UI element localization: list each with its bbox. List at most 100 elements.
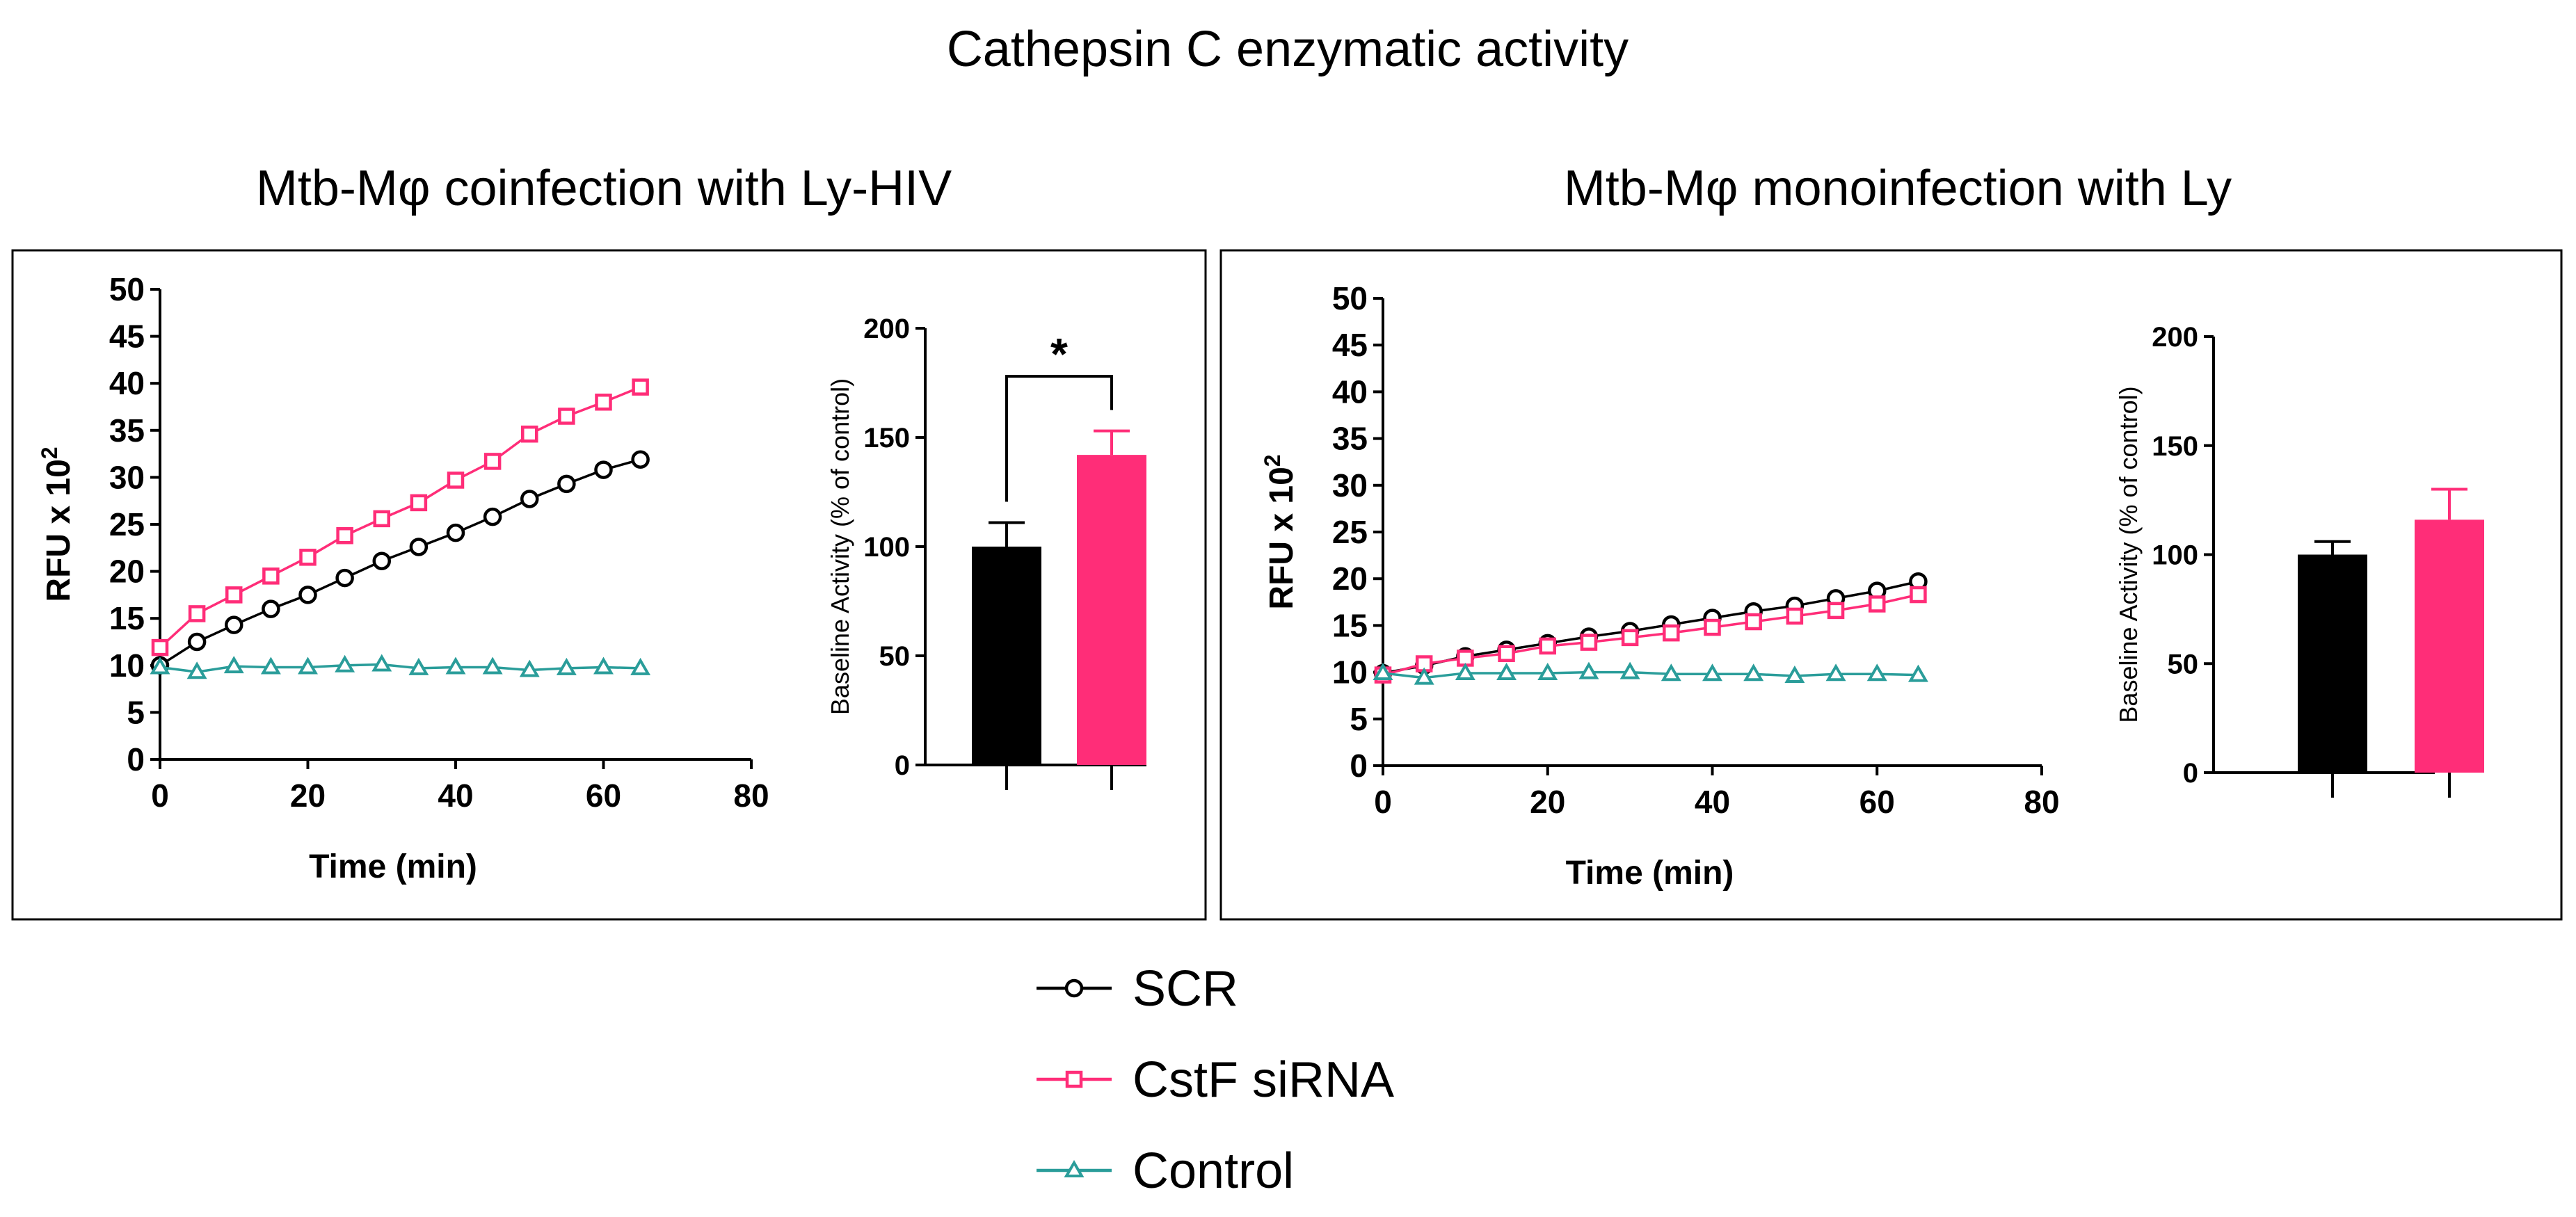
mono-line-data-point [1414, 667, 1434, 685]
coinf-line-data-point [483, 453, 502, 470]
legend-item-scr: SCR [1037, 961, 1238, 1017]
bar-chart-coinfection: 0 50 100 150 200 Baseline Activity (% of cont… [826, 314, 1146, 790]
coinf-line-data-point [225, 586, 243, 604]
coinf-line-series-line [159, 385, 641, 649]
mono-line-data-point [1373, 662, 1393, 680]
mono-line-data-point [1745, 613, 1762, 631]
coinf-line-data-point [262, 567, 280, 585]
mono-line-data-point [1702, 663, 1722, 682]
panel-1-frame [11, 249, 1207, 921]
coinf-line-y-tick-label: 45 [109, 319, 145, 355]
coinf-line-data-point [298, 586, 317, 604]
mono-bar-y-tick-label: 200 [2152, 322, 2198, 353]
legend-label: Control [1133, 1143, 1294, 1199]
coinf-line-y-tick-label: 30 [109, 459, 145, 495]
coinf-line-data-point [521, 425, 538, 443]
coinf-line-y-tick-label: 0 [127, 741, 145, 777]
mono-line-y-tick-label: 30 [1332, 467, 1368, 503]
coinf-line-data-point [594, 460, 613, 479]
mono-line-data-point [1580, 634, 1598, 651]
mono-line-x-axis-title: Time (min) [1566, 855, 1734, 892]
coinf-line-data-point [447, 472, 465, 489]
coinf-line-x-tick-label: 80 [733, 777, 769, 814]
coinf-line-data-point [446, 523, 465, 542]
coinf-line-data-point [410, 494, 428, 512]
figure-legend: SCR CstF siRNA Control [1037, 961, 1394, 1199]
coinf-line-y-tick-label: 40 [109, 365, 145, 401]
mono-line-y-tick-label: 25 [1332, 514, 1368, 550]
coinf-bar-y-tick-label: 50 [879, 641, 911, 672]
line-chart-coinfection: 0 5 10 15 20 25 30 35 40 45 50 0 20 40 60 80 Time (min) R… [37, 271, 769, 885]
mono-line-data-point [1704, 618, 1721, 636]
mono-line-data-point [1619, 661, 1640, 679]
coinf-line-data-point [225, 615, 243, 634]
coinf-line-data-point [519, 659, 540, 677]
coinf-bar-significance-bracket [1005, 375, 1113, 502]
coinf-line-data-point [557, 474, 576, 494]
coinf-bar-y-tick-label: 0 [895, 750, 910, 781]
figure-title: Cathepsin C enzymatic activity [947, 22, 1629, 77]
mono-line-data-point [1784, 665, 1805, 683]
mono-line-x-tick-label: 80 [2024, 784, 2059, 820]
legend-swatch-marker [1064, 978, 1084, 998]
legend-label: SCR [1133, 961, 1238, 1017]
mono-bar-y-tick-label: 0 [2183, 758, 2198, 789]
legend-swatch-marker [1065, 1070, 1083, 1088]
coinf-line-data-point [445, 656, 466, 675]
coinf-line-data-point [408, 657, 429, 675]
coinf-line-data-point [151, 638, 169, 656]
coinf-bar-significance-marker: * [1050, 329, 1068, 379]
coinf-line-x-tick-label: 40 [438, 777, 473, 814]
mono-line-data-point [1869, 595, 1886, 613]
coinf-line-series-scr [150, 450, 650, 675]
coinf-line-data-point [630, 657, 651, 675]
legend-item-control: Control [1037, 1143, 1294, 1199]
mono-line-data-point [1663, 624, 1680, 642]
coinf-line-data-point [299, 549, 317, 566]
coinf-line-x-axis-title: Time (min) [309, 848, 477, 885]
coinf-line-data-point [188, 605, 206, 622]
coinf-line-y-axis-title: RFU x 102 [37, 446, 77, 602]
legend-swatch-marker [1064, 1160, 1085, 1177]
mono-line-y-axis-title: RFU x 102 [1260, 454, 1300, 609]
mono-line-x-tick-label: 20 [1530, 784, 1565, 820]
coinf-line-data-point [372, 551, 391, 570]
mono-line-data-point [1496, 662, 1517, 680]
mono-bar-y-tick-label: 50 [2168, 649, 2199, 679]
coinf-bar-y-tick-label: 200 [863, 314, 910, 344]
mono-line-y-tick-label: 35 [1332, 421, 1368, 457]
coinf-line-data-point [186, 661, 207, 679]
coinf-line-data-point [483, 507, 502, 526]
panel-2-subtitle: Mtb-Mφ monoinfection with Ly [1564, 161, 2232, 216]
coinf-line-y-tick-label: 10 [109, 647, 145, 684]
coinf-line-data-point [187, 632, 207, 652]
mono-line-x-tick-label: 0 [1374, 784, 1392, 820]
coinf-line-y-tick-label: 15 [109, 600, 145, 636]
mono-line-y-tick-label: 10 [1332, 654, 1368, 691]
mono-line-y-tick-label: 15 [1332, 607, 1368, 643]
mono-bar-y-tick-label: 150 [2152, 431, 2198, 462]
coinf-line-y-tick-label: 20 [109, 554, 145, 590]
mono-line-data-point [1743, 663, 1764, 682]
coinf-line-data-point [335, 654, 355, 672]
legend-label: CstF siRNA [1133, 1052, 1394, 1108]
coinf-line-x-tick-label: 60 [586, 777, 621, 814]
coinf-line-data-point [373, 510, 390, 528]
coinf-line-data-point [298, 656, 318, 675]
mono-line-y-tick-label: 45 [1332, 327, 1368, 363]
mono-line-data-point [1827, 602, 1845, 620]
coinf-line-data-point [371, 654, 392, 672]
coinf-line-data-point [223, 656, 244, 674]
mono-line-data-point [1621, 629, 1639, 647]
coinf-bar-bar-scr [972, 547, 1041, 765]
coinf-line-data-point [558, 408, 575, 425]
coinf-line-x-tick-label: 20 [290, 777, 326, 814]
coinf-line-data-point [409, 538, 429, 556]
mono-bar-bar-cstf-sirna [2415, 519, 2484, 773]
bar-chart-monoinfection: 0 50 100 150 200 Baseline Activity (% of cont… [2114, 322, 2484, 798]
mono-line-data-point [1455, 662, 1475, 680]
mono-line-data-point [1537, 662, 1558, 680]
coinf-line-data-point [632, 378, 649, 396]
coinf-bar-y-axis-title: Baseline Activity (% of control) [826, 378, 854, 715]
